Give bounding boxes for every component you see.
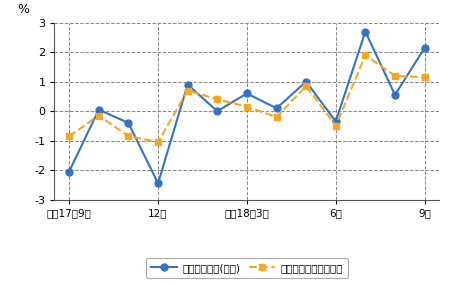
現金給与総額(名目) [304, 80, 309, 84]
現金給与総額(名目) [67, 170, 72, 173]
現金給与総額(名目) [215, 109, 220, 113]
Line: きまって支給する給与: きまって支給する給与 [66, 52, 428, 146]
Line: 現金給与総額(名目): 現金給与総額(名目) [66, 28, 428, 187]
Legend: 現金給与総額(名目), きまって支給する給与: 現金給与総額(名目), きまって支給する給与 [146, 258, 348, 278]
きまって支給する給与 [185, 89, 190, 92]
きまって支給する給与 [67, 135, 72, 138]
きまって支給する給与 [125, 135, 131, 138]
Y-axis label: %: % [18, 3, 29, 16]
現金給与総額(名目) [155, 182, 161, 185]
きまって支給する給与 [304, 84, 309, 88]
現金給与総額(名目) [363, 30, 368, 33]
きまって支給する給与 [155, 141, 161, 144]
きまって支給する給与 [96, 114, 101, 117]
きまって支給する給与 [215, 98, 220, 101]
現金給与総額(名目) [185, 83, 190, 86]
現金給与総額(名目) [274, 107, 279, 110]
きまって支給する給与 [274, 115, 279, 119]
きまって支給する給与 [363, 54, 368, 57]
現金給与総額(名目) [125, 121, 131, 125]
きまって支給する給与 [392, 74, 398, 78]
現金給与総額(名目) [96, 108, 101, 111]
きまって支給する給与 [244, 105, 250, 109]
きまって支給する給与 [333, 124, 338, 128]
現金給与総額(名目) [333, 120, 338, 123]
現金給与総額(名目) [244, 92, 250, 95]
きまって支給する給与 [422, 76, 427, 79]
現金給与総額(名目) [422, 46, 427, 50]
現金給与総額(名目) [392, 93, 398, 97]
